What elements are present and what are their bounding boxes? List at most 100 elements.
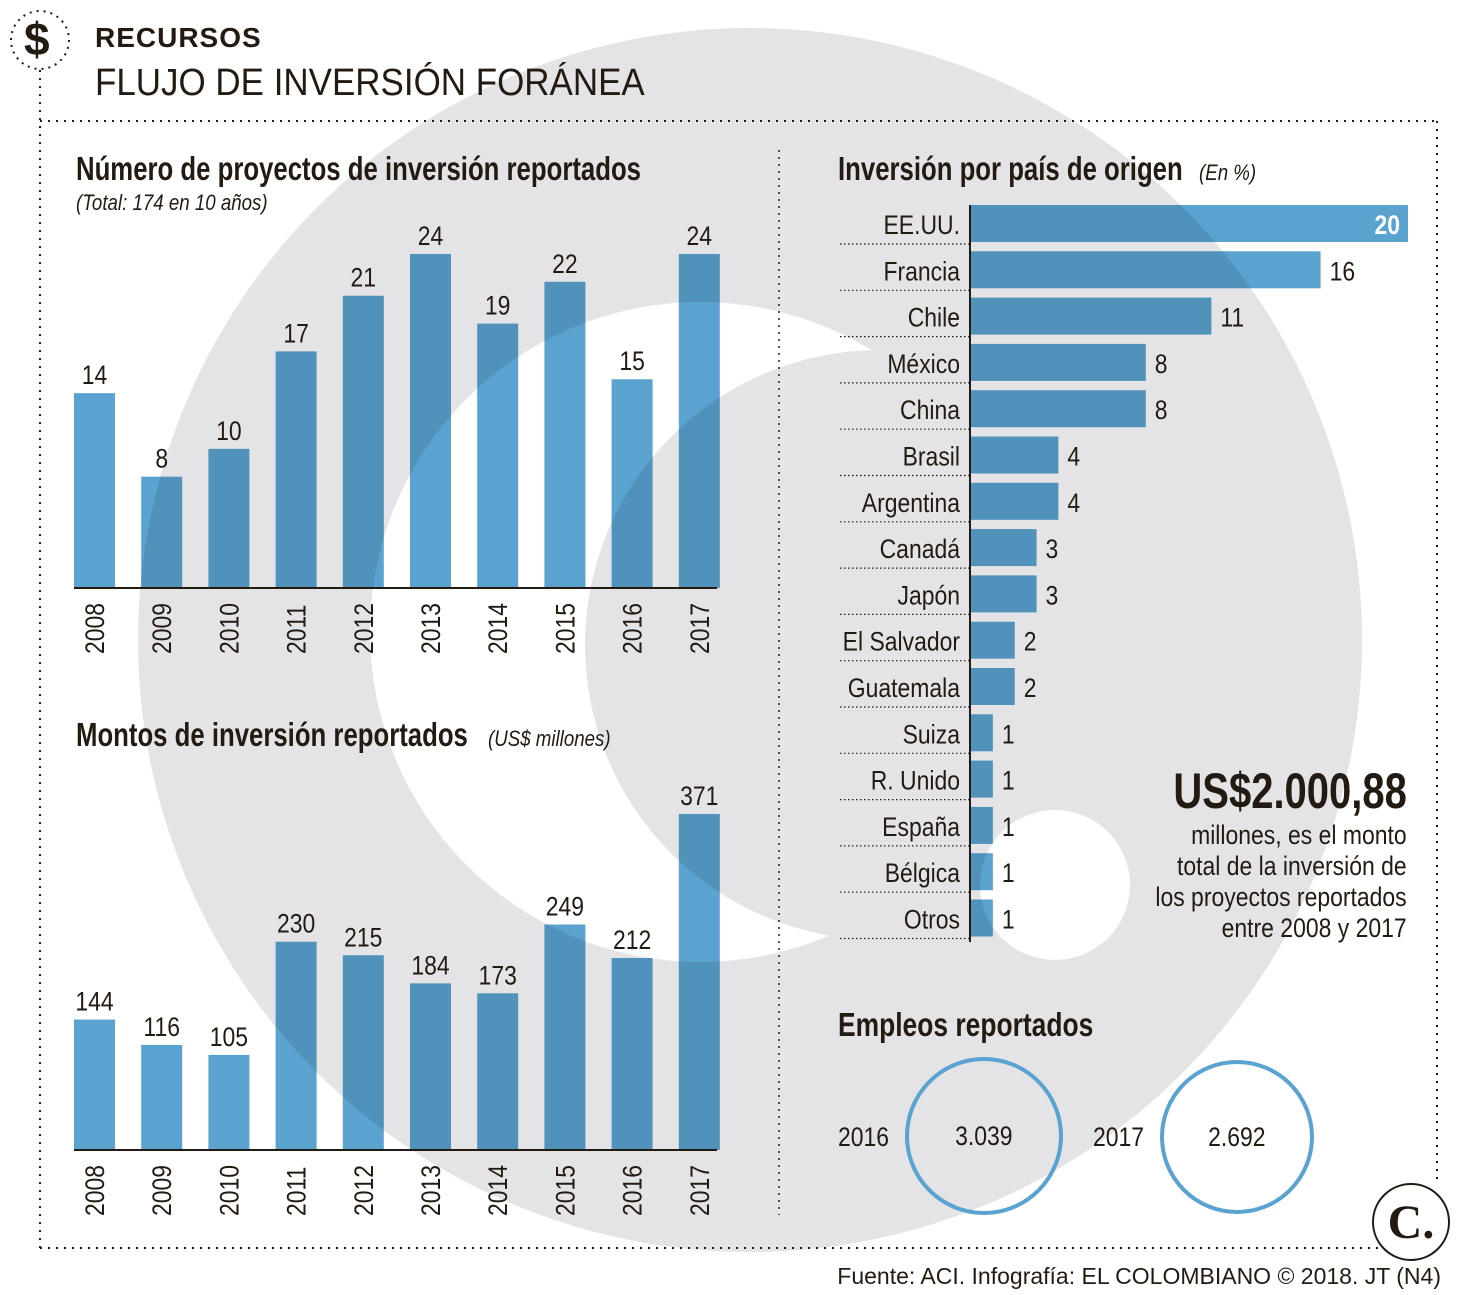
category-label: China bbox=[900, 395, 960, 425]
bar-value-label: 8 bbox=[155, 444, 168, 474]
x-tick-label: 2012 bbox=[349, 1165, 379, 1216]
bar-value-label: 173 bbox=[479, 961, 517, 991]
total-line: entre 2008 y 2017 bbox=[1221, 913, 1407, 943]
bar-value-label: 24 bbox=[418, 221, 444, 251]
bar bbox=[971, 575, 1037, 613]
bar bbox=[971, 529, 1037, 567]
bar bbox=[971, 297, 1212, 335]
x-tick-label: 2014 bbox=[483, 1165, 513, 1216]
category-label: México bbox=[887, 349, 960, 379]
bar-value-label: 230 bbox=[277, 909, 315, 939]
chart1-title: Número de proyectos de inversión reporta… bbox=[76, 150, 641, 187]
category-label: Canadá bbox=[880, 534, 960, 564]
category-label: Chile bbox=[908, 303, 960, 333]
bar bbox=[74, 393, 115, 588]
category-label: Guatemala bbox=[848, 673, 960, 703]
bar-value-label: 15 bbox=[619, 347, 645, 377]
chart3-title: Inversión por país de origen bbox=[838, 150, 1183, 187]
bar bbox=[208, 448, 250, 588]
category-label: Bélgica bbox=[885, 858, 960, 888]
bar bbox=[275, 941, 317, 1150]
x-tick-label: 2017 bbox=[685, 603, 715, 654]
bar-value-label: 8 bbox=[1155, 395, 1168, 425]
bar-value-label: 10 bbox=[216, 416, 242, 446]
bar bbox=[410, 254, 451, 588]
chart1-subtitle: (Total: 174 en 10 años) bbox=[76, 190, 268, 215]
bar bbox=[971, 390, 1146, 428]
x-tick-label: 2014 bbox=[483, 603, 513, 654]
bar-value-label: 3 bbox=[1046, 534, 1059, 564]
bar bbox=[971, 899, 993, 937]
bar-value-label: 144 bbox=[75, 987, 113, 1017]
chart2-heading: Montos de inversión reportados (US$ mill… bbox=[76, 716, 632, 754]
bar bbox=[342, 295, 384, 588]
bar bbox=[971, 853, 993, 891]
x-tick-label: 2009 bbox=[147, 603, 177, 654]
kicker: RECURSOS bbox=[95, 22, 262, 53]
jobs-circle-2017: 2.692 bbox=[1160, 1060, 1314, 1214]
category-label: El Salvador bbox=[843, 627, 960, 657]
bar bbox=[678, 254, 720, 588]
bar-value-label: 116 bbox=[143, 1012, 180, 1042]
bar bbox=[971, 251, 1321, 289]
total-description: millones, es el monto total de la invers… bbox=[1156, 820, 1407, 944]
bar-value-label: 2 bbox=[1024, 627, 1037, 657]
total-line: los proyectos reportados bbox=[1155, 882, 1407, 912]
bar-value-label: 249 bbox=[546, 892, 584, 922]
category-label: EE.UU. bbox=[884, 210, 960, 240]
chart2-subtitle: (US$ millones) bbox=[487, 726, 611, 751]
jobs-year-2016: 2016 bbox=[838, 1122, 890, 1152]
bar bbox=[544, 281, 586, 588]
category-label: Suiza bbox=[903, 720, 960, 750]
bar-value-label: 14 bbox=[82, 360, 108, 390]
bar-value-label: 4 bbox=[1067, 488, 1080, 518]
x-tick-label: 2013 bbox=[416, 603, 446, 654]
x-tick-label: 2010 bbox=[215, 1165, 245, 1216]
bar bbox=[477, 993, 519, 1150]
bar bbox=[678, 814, 720, 1150]
x-tick-label: 2016 bbox=[618, 603, 648, 654]
category-label: Brasil bbox=[903, 442, 960, 472]
brand-logo: C. bbox=[1372, 1183, 1450, 1261]
bar-value-label: 2 bbox=[1024, 673, 1037, 703]
bar bbox=[611, 958, 653, 1150]
bar bbox=[141, 476, 183, 588]
x-tick-label: 2011 bbox=[282, 605, 312, 654]
bar bbox=[544, 924, 586, 1150]
bar bbox=[208, 1054, 250, 1150]
chart3-heading: Inversión por país de origen (En %) bbox=[838, 150, 1267, 188]
bar bbox=[971, 205, 1408, 242]
category-label: Francia bbox=[883, 257, 960, 287]
chart3-subtitle: (En %) bbox=[1199, 160, 1257, 185]
bar-value-label: 1 bbox=[1002, 720, 1015, 750]
bar bbox=[971, 714, 993, 752]
bar bbox=[611, 379, 653, 588]
bar-value-label: 105 bbox=[210, 1022, 248, 1052]
bar-value-label: 215 bbox=[344, 923, 382, 953]
x-tick-label: 2015 bbox=[551, 603, 581, 654]
bar bbox=[342, 955, 384, 1150]
category-label: España bbox=[882, 812, 960, 842]
total-line: total de la inversión de bbox=[1177, 851, 1407, 881]
page-title: FLUJO DE INVERSIÓN FORÁNEA bbox=[95, 62, 645, 104]
bar-value-label: 4 bbox=[1067, 442, 1080, 472]
bar bbox=[971, 343, 1146, 381]
bar bbox=[410, 983, 451, 1150]
category-label: Japón bbox=[897, 581, 960, 611]
bar-value-label: 212 bbox=[613, 925, 651, 955]
bar-value-label: 21 bbox=[351, 263, 377, 293]
bar-value-label: 371 bbox=[680, 781, 718, 811]
bar bbox=[971, 806, 993, 844]
dollar-icon: $ bbox=[24, 13, 50, 65]
bar-value-label: 16 bbox=[1330, 257, 1356, 287]
bar-value-label: 1 bbox=[1002, 766, 1015, 796]
total-amount: US$2.000,88 bbox=[1173, 763, 1407, 819]
bar bbox=[971, 482, 1059, 520]
jobs-year-2017: 2017 bbox=[1093, 1122, 1145, 1152]
bar-value-label: 17 bbox=[283, 319, 309, 349]
bar bbox=[141, 1044, 183, 1150]
bar bbox=[74, 1019, 115, 1150]
x-tick-label: 2010 bbox=[215, 603, 245, 654]
x-tick-label: 2016 bbox=[618, 1165, 648, 1216]
